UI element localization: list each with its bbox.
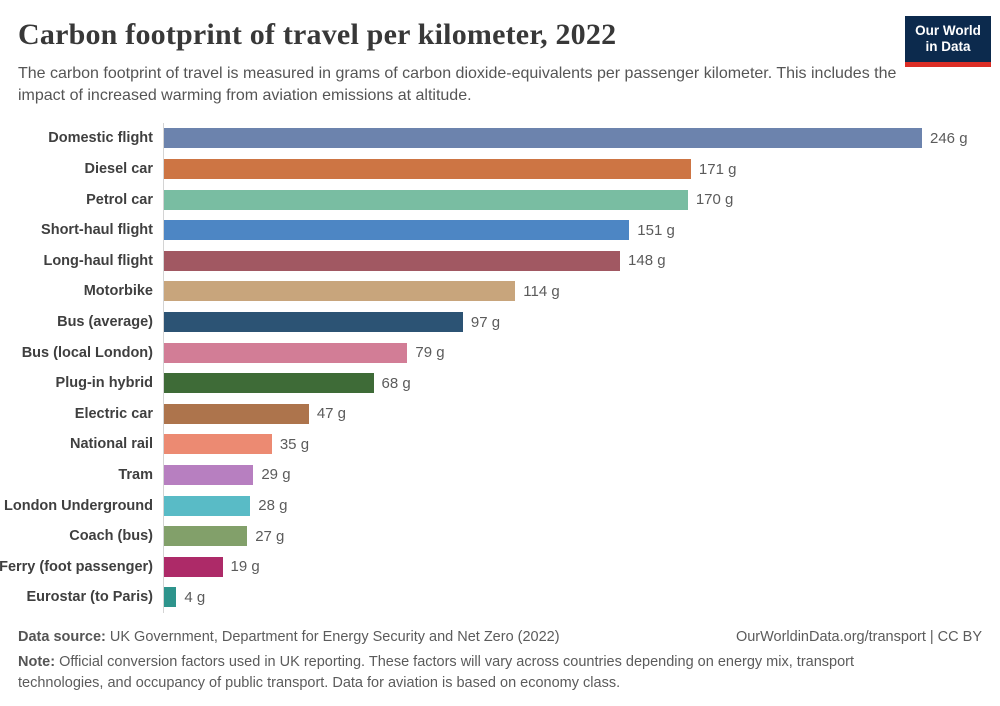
- value-label: 97 g: [470, 313, 501, 331]
- category-label[interactable]: National rail: [70, 436, 153, 453]
- page-title: Carbon footprint of travel per kilometer…: [18, 18, 617, 51]
- note-text: Note: Official conversion factors used i…: [18, 652, 923, 694]
- chart-footer: Data source: UK Government, Department f…: [10, 629, 990, 694]
- category-label[interactable]: Diesel car: [84, 161, 153, 178]
- owid-logo-line2: in Data: [925, 39, 971, 55]
- chart-row: Plug-in hybrid 68 g: [10, 367, 990, 399]
- owid-logo[interactable]: Our World in Data: [905, 16, 991, 67]
- chart-row: Short-haul flight 151 g: [10, 214, 990, 246]
- bar[interactable]: [164, 403, 309, 424]
- category-label[interactable]: Short-haul flight: [41, 222, 153, 239]
- bar[interactable]: [164, 159, 691, 180]
- bar[interactable]: [164, 128, 922, 149]
- bar[interactable]: [164, 312, 463, 333]
- category-label[interactable]: Long-haul flight: [43, 252, 153, 269]
- bar-track: 28 g: [163, 490, 990, 521]
- value-label: 151 g: [637, 221, 675, 239]
- category-label[interactable]: Petrol car: [86, 191, 153, 208]
- bar[interactable]: [164, 250, 621, 271]
- bar[interactable]: [164, 281, 516, 302]
- bar-track: 170 g: [163, 184, 990, 215]
- bar[interactable]: [164, 526, 248, 547]
- bar-track: 79 g: [163, 337, 990, 368]
- category-label[interactable]: Coach (bus): [69, 528, 153, 545]
- bar[interactable]: [164, 556, 223, 577]
- value-label: 29 g: [261, 466, 291, 484]
- bar-track: 29 g: [163, 459, 990, 491]
- bar-track: 68 g: [163, 367, 990, 399]
- value-label: 68 g: [381, 374, 411, 392]
- category-label[interactable]: Bus (average): [57, 314, 153, 331]
- value-label: 171 g: [698, 160, 737, 178]
- bar[interactable]: [164, 495, 251, 516]
- value-label: 47 g: [316, 405, 347, 423]
- value-label: 79 g: [415, 344, 445, 362]
- category-label[interactable]: London Underground: [4, 497, 153, 514]
- value-label: 170 g: [695, 191, 734, 209]
- chart-row: Eurostar (to Paris) 4 g: [10, 582, 990, 613]
- bar-track: 246 g: [163, 123, 990, 154]
- bar[interactable]: [164, 342, 408, 363]
- bar-chart: Domestic flight 246 g Diesel car 171 g Petro…: [0, 123, 990, 613]
- data-source-text: Data source: UK Government, Department f…: [18, 629, 560, 645]
- chart-row: Coach (bus) 27 g: [10, 520, 990, 552]
- chart-row: Diesel car 171 g: [10, 153, 990, 185]
- chart-row: Electric car 47 g: [10, 398, 990, 430]
- chart-header: Carbon footprint of travel per kilometer…: [10, 18, 990, 107]
- bar[interactable]: [164, 373, 374, 394]
- value-label: 246 g: [930, 129, 968, 147]
- data-source-value: UK Government, Department for Energy Sec…: [105, 628, 560, 645]
- chart-row: National rail 35 g: [10, 429, 990, 460]
- category-label[interactable]: Eurostar (to Paris): [26, 589, 154, 606]
- value-label: 114 g: [523, 282, 560, 300]
- chart-row: Tram 29 g: [10, 459, 990, 491]
- note-value: Official conversion factors used in UK r…: [18, 653, 855, 691]
- bar[interactable]: [164, 220, 630, 241]
- bar-track: 114 g: [163, 276, 990, 307]
- value-label: 4 g: [184, 588, 206, 606]
- bar-track: 171 g: [163, 153, 990, 185]
- bar-track: 35 g: [163, 429, 990, 460]
- value-label: 27 g: [255, 527, 285, 545]
- bar-track: 4 g: [163, 582, 990, 613]
- bar-track: 97 g: [163, 306, 990, 338]
- bar[interactable]: [164, 587, 177, 608]
- bar-track: 151 g: [163, 214, 990, 246]
- chart-row: Bus (average) 97 g: [10, 306, 990, 338]
- category-label[interactable]: Bus (local London): [21, 344, 153, 361]
- chart-row: Bus (local London) 79 g: [10, 337, 990, 368]
- chart-row: Ferry (foot passenger) 19 g: [0, 551, 990, 583]
- category-label[interactable]: Domestic flight: [48, 130, 153, 147]
- note-label: Note:: [18, 653, 56, 670]
- category-label[interactable]: Plug-in hybrid: [55, 375, 153, 392]
- data-source-label: Data source:: [18, 628, 106, 645]
- chart-row: Long-haul flight 148 g: [10, 245, 990, 277]
- chart-row: Motorbike 114 g: [10, 276, 990, 307]
- owid-license-link[interactable]: OurWorldinData.org/transport | CC BY: [735, 628, 982, 645]
- chart-row: Petrol car 170 g: [10, 184, 990, 215]
- category-label[interactable]: Tram: [118, 466, 153, 483]
- value-label: 35 g: [279, 435, 310, 453]
- value-label: 148 g: [628, 252, 666, 270]
- bar-track: 19 g: [163, 551, 990, 583]
- bar[interactable]: [164, 434, 272, 455]
- bar-track: 47 g: [163, 398, 990, 430]
- chart-subtitle: The carbon footprint of travel is measur…: [18, 65, 897, 105]
- bar-track: 27 g: [163, 520, 990, 552]
- category-label[interactable]: Electric car: [74, 405, 153, 422]
- owid-logo-line1: Our World: [915, 23, 981, 38]
- source-row: Data source: UK Government, Department f…: [18, 629, 982, 645]
- chart-row: London Underground 28 g: [4, 490, 990, 521]
- value-label: 28 g: [258, 497, 288, 515]
- bar[interactable]: [164, 464, 254, 485]
- bar[interactable]: [164, 189, 688, 210]
- chart-row: Domestic flight 246 g: [10, 123, 990, 154]
- category-label[interactable]: Ferry (foot passenger): [0, 558, 153, 575]
- category-label[interactable]: Motorbike: [83, 283, 153, 300]
- bar-track: 148 g: [163, 245, 990, 277]
- value-label: 19 g: [230, 558, 260, 576]
